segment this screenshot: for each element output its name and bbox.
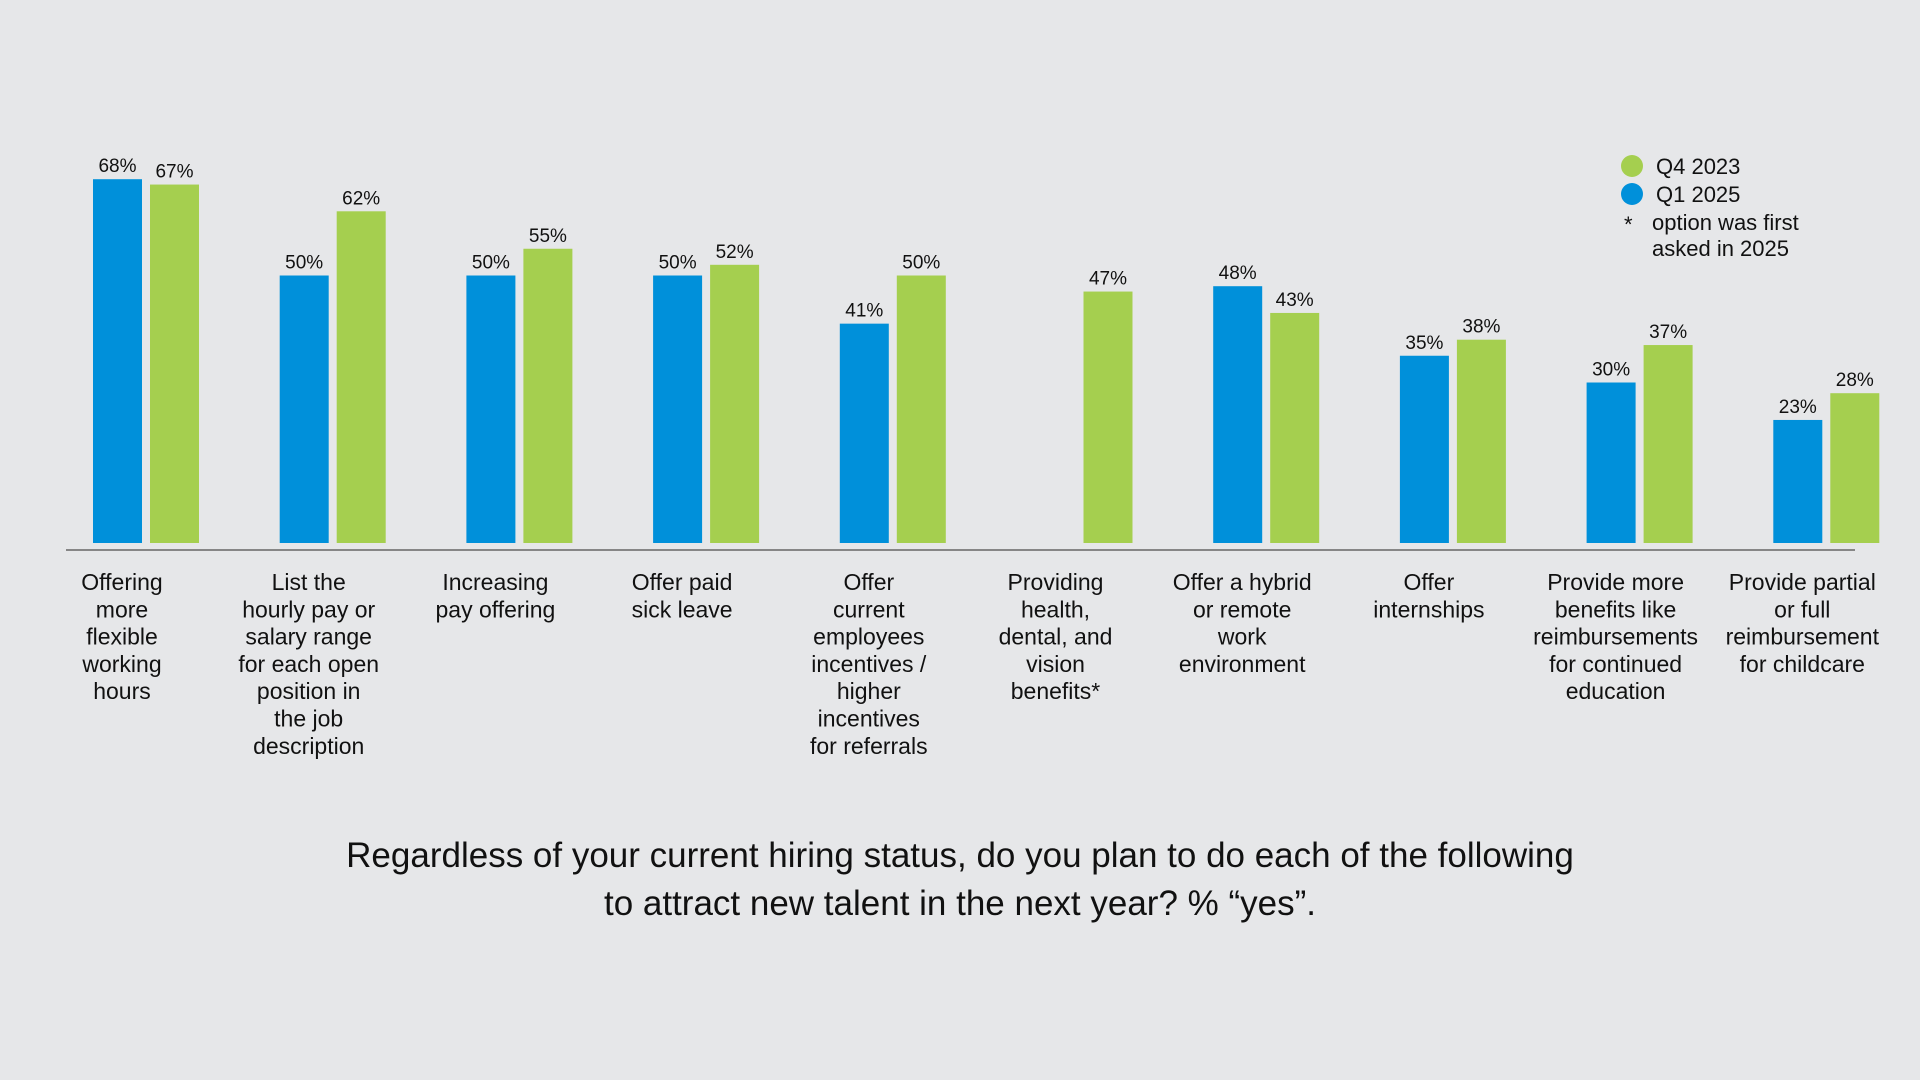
data-label-q4-2023: 28% — [1836, 370, 1874, 391]
survey-question-line-1: Regardless of your current hiring status… — [346, 836, 1574, 875]
survey-question-line-2: to attract new talent in the next year? … — [603, 884, 1316, 923]
data-label-q1-2025: 30% — [1592, 360, 1630, 381]
legend-note-line-2: asked in 2025 — [1652, 236, 1789, 261]
category-label: current — [833, 596, 905, 622]
category-label: employees — [813, 624, 924, 650]
category-label: or full — [1774, 596, 1830, 622]
category-label: benefits like — [1555, 596, 1676, 622]
bar-q4-2023 — [1643, 345, 1693, 543]
data-label-q1-2025: 48% — [1219, 263, 1257, 284]
bar-q4-2023 — [1830, 393, 1880, 543]
category-label: working — [81, 651, 161, 677]
category-label: more — [96, 596, 148, 622]
data-label-q1-2025: 50% — [472, 253, 510, 274]
survey-question: Regardless of your current hiring status… — [240, 832, 1680, 928]
category-label: hours — [93, 678, 151, 704]
category-label: salary range — [245, 624, 372, 650]
category-label: List the — [272, 569, 346, 595]
bar-q1-2025 — [1213, 286, 1263, 543]
data-label-q4-2023: 38% — [1462, 317, 1500, 338]
bar-q1-2025 — [279, 275, 329, 543]
data-label-q4-2023: 52% — [716, 242, 754, 263]
category-label: higher — [837, 678, 901, 704]
data-label-q4-2023: 50% — [902, 253, 940, 274]
category-label: Provide more — [1547, 569, 1684, 595]
legend-note-asterisk: * — [1624, 212, 1633, 237]
category-label: environment — [1179, 651, 1306, 677]
legend-swatch-q4-2023 — [1621, 155, 1643, 177]
category-label: Offer — [843, 569, 894, 595]
category-label: benefits* — [1011, 678, 1101, 704]
category-label: for continued — [1549, 651, 1682, 677]
data-label-q1-2025: 35% — [1405, 333, 1443, 354]
bar-q1-2025 — [1399, 355, 1449, 543]
bar-q1-2025 — [839, 323, 889, 543]
category-label: internships — [1373, 596, 1484, 622]
category-label: for each open — [238, 651, 379, 677]
bar-q4-2023 — [336, 211, 386, 544]
bar-q4-2023 — [523, 248, 573, 543]
bar-q4-2023 — [1083, 291, 1133, 543]
category-label: vision — [1026, 651, 1085, 677]
bar-q4-2023 — [1456, 339, 1506, 543]
category-label: pay offering — [436, 596, 556, 622]
data-label-q4-2023: 67% — [155, 162, 193, 183]
category-label: Offering — [81, 569, 162, 595]
legend-label-q4-2023: Q4 2023 — [1656, 154, 1740, 179]
bar-q4-2023 — [150, 184, 199, 544]
data-label-q1-2025: 68% — [98, 156, 136, 177]
bar-q4-2023 — [1270, 312, 1320, 543]
category-label: for referrals — [810, 733, 928, 759]
data-label-q1-2025: 50% — [285, 253, 323, 274]
category-label: reimbursements — [1533, 624, 1698, 650]
legend: Q4 2023 Q1 2025 * option was first asked… — [1621, 154, 1799, 261]
category-label: for childcare — [1740, 651, 1865, 677]
category-label: Increasing — [442, 569, 548, 595]
category-label: dental, and — [999, 624, 1113, 650]
category-label: or remote — [1193, 596, 1291, 622]
data-label-q1-2025: 41% — [845, 301, 883, 322]
data-label-q4-2023: 55% — [529, 226, 567, 247]
category-label: the job — [274, 706, 343, 732]
bar-q1-2025 — [1586, 382, 1636, 543]
category-label: hourly pay or — [242, 596, 375, 622]
category-label: health, — [1021, 596, 1090, 622]
category-label: description — [253, 733, 364, 759]
bar-q4-2023 — [710, 264, 760, 543]
category-label: position in — [257, 678, 361, 704]
category-label: sick leave — [632, 596, 733, 622]
legend-swatch-q1-2025 — [1621, 183, 1643, 205]
bar-q1-2025 — [466, 275, 516, 543]
category-label: Offer a hybrid — [1173, 569, 1312, 595]
data-label-q4-2023: 43% — [1276, 290, 1314, 311]
category-label: work — [1217, 624, 1267, 650]
data-label-q1-2025: 23% — [1779, 397, 1817, 418]
category-label: education — [1566, 678, 1666, 704]
category-label: incentives / — [811, 651, 927, 677]
data-label-q4-2023: 37% — [1649, 322, 1687, 343]
data-label-q1-2025: 50% — [659, 253, 697, 274]
data-label-q4-2023: 47% — [1089, 269, 1127, 290]
bar-q1-2025 — [1773, 419, 1823, 543]
category-label: reimbursement — [1726, 624, 1880, 650]
bars-group: 68% 67% 50% 62% 50% 55% 50% 52% 41% 50% 47% 48% 43% 3… — [93, 156, 1880, 544]
category-label: flexible — [86, 624, 158, 650]
bar-q1-2025 — [653, 275, 703, 543]
legend-note-line-1: option was first — [1652, 210, 1799, 235]
category-label: incentives — [818, 706, 920, 732]
category-label: Offer paid — [632, 569, 733, 595]
category-label: Offer — [1404, 569, 1455, 595]
legend-label-q1-2025: Q1 2025 — [1656, 182, 1740, 207]
data-label-q4-2023: 62% — [342, 188, 380, 209]
category-label: Providing — [1008, 569, 1104, 595]
bar-q1-2025 — [93, 179, 142, 543]
bar-q4-2023 — [896, 275, 946, 543]
category-label: Provide partial — [1729, 569, 1876, 595]
